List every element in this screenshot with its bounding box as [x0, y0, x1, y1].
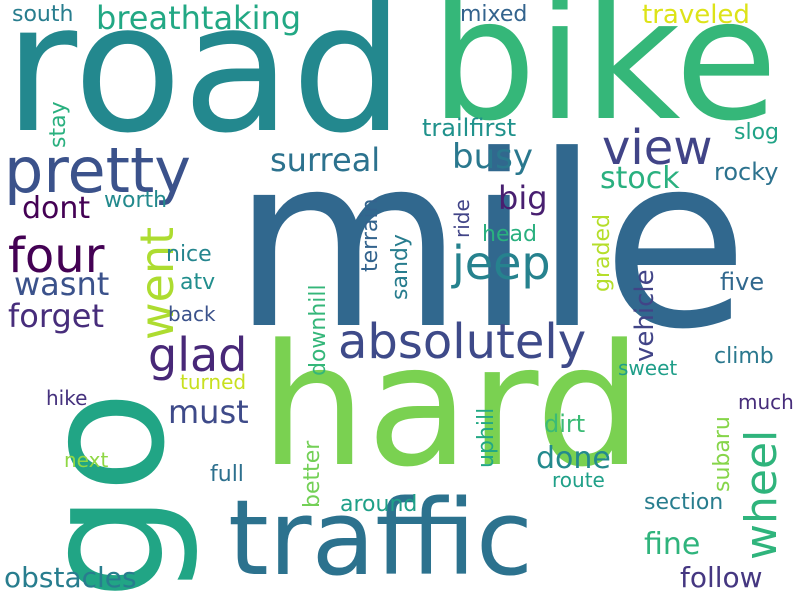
word-downhill: downhill — [306, 284, 331, 376]
word-done: done — [536, 441, 611, 476]
word-big: big — [498, 179, 548, 217]
word-mixed: mixed — [460, 2, 528, 27]
word-full: full — [210, 462, 244, 487]
word-view: view — [602, 120, 713, 176]
word-road: road — [4, 0, 405, 172]
word-subaru: subaru — [710, 416, 735, 492]
word-follow: follow — [680, 561, 763, 594]
word-better: better — [300, 440, 325, 508]
word-trailfirst: trailfirst — [422, 114, 517, 142]
word-head: head — [482, 222, 537, 247]
word-around: around — [340, 492, 418, 517]
word-wasnt: wasnt — [14, 265, 110, 303]
word-glad: glad — [148, 328, 248, 382]
word-breathtaking: breathtaking — [96, 0, 302, 37]
word-dont: dont — [22, 191, 91, 226]
word-busy: busy — [452, 137, 533, 177]
word-surreal: surreal — [270, 141, 381, 179]
word-hike: hike — [46, 386, 88, 410]
word-graded: graded — [590, 214, 615, 292]
word-obstacles: obstacles — [4, 561, 137, 594]
word-four: four — [8, 228, 105, 284]
word-rocky: rocky — [714, 158, 779, 186]
word-back: back — [168, 302, 216, 326]
word-pretty: pretty — [4, 134, 191, 207]
word-climb: climb — [714, 344, 774, 369]
word-much: much — [738, 390, 794, 414]
word-nice: nice — [166, 242, 212, 267]
word-atv: atv — [180, 270, 216, 295]
word-mile: mile — [232, 105, 751, 382]
word-next: next — [64, 448, 109, 472]
word-route: route — [552, 468, 605, 492]
word-bike: bike — [430, 0, 778, 158]
word-slog: slog — [734, 120, 779, 145]
word-dirt: dirt — [544, 410, 586, 438]
word-forget: forget — [8, 297, 104, 335]
word-traffic: traffic — [228, 477, 533, 599]
word-absolutely: absolutely — [338, 314, 587, 370]
word-five: five — [720, 268, 765, 296]
word-must: must — [168, 393, 249, 431]
word-south: south — [12, 2, 74, 27]
word-hard: hard — [260, 308, 643, 504]
word-fine: fine — [644, 527, 701, 562]
word-stock: stock — [600, 161, 680, 196]
word-ride: ride — [450, 199, 474, 238]
word-sweet: sweet — [618, 356, 678, 380]
word-worth: worth — [104, 188, 168, 213]
word-terrain: terrain — [358, 198, 383, 272]
word-turned: turned — [180, 370, 247, 394]
word-vehicle: vehicle — [630, 269, 660, 362]
word-section: section — [644, 490, 724, 515]
word-stay: stay — [46, 101, 71, 148]
word-uphill: uphill — [474, 407, 499, 468]
word-wheel: wheel — [736, 429, 787, 560]
word-traveled: traveled — [642, 0, 750, 30]
word-jeep: jeep — [452, 236, 551, 290]
word-sandy: sandy — [388, 234, 413, 300]
